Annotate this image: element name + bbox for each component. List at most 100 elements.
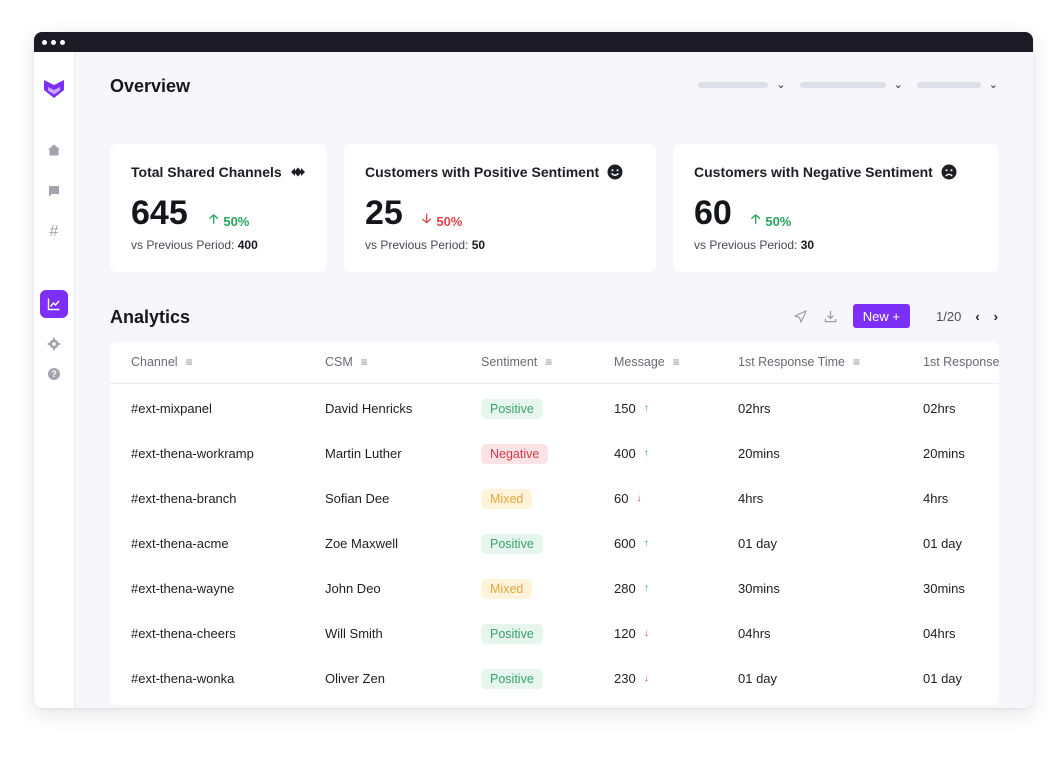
cell-message: 60 ↓: [614, 476, 641, 521]
table-row[interactable]: #ext-thena-wonka Oliver Zen Positive 230 ↓ 01…: [110, 656, 999, 701]
frown-icon: [941, 164, 957, 180]
column-header-channel[interactable]: Channel ≡: [131, 355, 193, 369]
app-window: # ? Overview ⌄ ⌄ ⌄ Total Shared Channels…: [34, 32, 1033, 708]
cell-csm: Sofian Dee: [325, 491, 390, 506]
cell-first-response: 04hrs: [923, 626, 956, 641]
cell-channel: #ext-thena-branch: [131, 491, 237, 506]
filter-bar: ⌄ ⌄ ⌄: [698, 78, 998, 91]
analytics-icon: [47, 298, 60, 311]
cell-first-response: 4hrs: [923, 491, 949, 506]
table-row[interactable]: #ext-thena-workramp Martin Luther Negative…: [110, 431, 999, 476]
arrow-up-icon: 🡡: [209, 211, 219, 226]
cell-first-response-time: 30mins: [738, 581, 780, 596]
sidebar-item-home[interactable]: [40, 136, 68, 164]
settings-icon: [47, 337, 61, 351]
cell-sentiment: Mixed: [481, 476, 533, 521]
window-titlebar: [34, 32, 1033, 52]
column-header-first-response-time[interactable]: 1st Response Time ≡: [738, 355, 861, 369]
sort-icon[interactable]: ≡: [185, 355, 193, 369]
arrow-up-icon: ↑: [643, 538, 649, 549]
cell-channel: #ext-thena-wonka: [131, 671, 235, 686]
table-header: Channel ≡ CSM ≡ Sentiment ≡ Message ≡ 1st Re…: [110, 342, 999, 384]
cell-message: 600 ↑: [614, 521, 649, 566]
cell-sentiment: Positive: [481, 611, 543, 656]
stat-card-positive-sentiment[interactable]: Customers with Positive Sentiment 25 🡣 5…: [344, 144, 656, 272]
cell-first-response: 01 day: [923, 536, 963, 551]
arrow-up-icon: ↑: [643, 403, 649, 414]
stat-card-total-shared-channels[interactable]: Total Shared Channels 645 🡡 50% vs Previ…: [110, 144, 327, 272]
cell-sentiment: Positive: [481, 521, 543, 566]
sort-icon[interactable]: ≡: [545, 355, 553, 369]
message-count: 280: [614, 581, 636, 596]
sentiment-badge: Positive: [481, 533, 543, 554]
column-header-csm[interactable]: CSM ≡: [325, 355, 368, 369]
new-button[interactable]: New +: [852, 304, 910, 328]
sentiment-badge: Positive: [481, 668, 543, 689]
cell-csm: Oliver Zen: [325, 671, 385, 686]
sidebar-item-analytics[interactable]: [40, 290, 68, 318]
sort-icon[interactable]: ≡: [672, 355, 680, 369]
cell-sentiment: Negative: [481, 431, 549, 476]
chevron-right-icon[interactable]: ›: [993, 308, 998, 324]
card-value: 60: [694, 194, 732, 232]
card-change: 🡡 50%: [751, 210, 791, 232]
cell-first-response-time: 04hrs: [738, 626, 771, 641]
cell-csm: Martin Luther: [325, 446, 402, 461]
sidebar-item-settings[interactable]: [40, 330, 68, 358]
window-dot[interactable]: [51, 39, 56, 45]
cell-first-response: 30mins: [923, 581, 965, 596]
table-row[interactable]: #ext-thena-acme Zoe Maxwell Positive 600 ↑ 01…: [110, 521, 999, 566]
table-row[interactable]: #ext-thena-wayne John Deo Mixed 280 ↑ 30mins 3…: [110, 566, 999, 611]
cell-sentiment: Mixed: [481, 566, 533, 611]
chevron-down-icon: ⌄: [893, 79, 903, 91]
cell-csm: Will Smith: [325, 626, 383, 641]
sentiment-badge: Mixed: [481, 578, 533, 599]
sidebar-item-help[interactable]: ?: [40, 360, 68, 388]
analytics-table: Channel ≡ CSM ≡ Sentiment ≡ Message ≡ 1st Re…: [110, 342, 999, 705]
download-icon[interactable]: [823, 308, 839, 324]
cell-message: 230 ↓: [614, 656, 649, 701]
cell-first-response: 02hrs: [923, 401, 956, 416]
pagination-indicator: 1/20: [936, 308, 962, 324]
sort-icon[interactable]: ≡: [360, 355, 368, 369]
arrow-down-icon: ↓: [636, 493, 642, 504]
cell-channel: #ext-mixpanel: [131, 401, 212, 416]
column-header-first-response[interactable]: 1st Response: [923, 355, 999, 369]
stat-card-negative-sentiment[interactable]: Customers with Negative Sentiment 60 🡡 5…: [673, 144, 998, 272]
chevron-left-icon[interactable]: ‹: [975, 308, 980, 324]
cell-message: 400 ↑: [614, 431, 649, 476]
arrow-up-icon: 🡡: [751, 211, 761, 226]
filter-dropdown[interactable]: ⌄: [916, 78, 998, 91]
send-icon[interactable]: [793, 308, 809, 324]
sidebar: # ?: [34, 52, 75, 708]
filter-dropdown[interactable]: ⌄: [698, 78, 786, 91]
cell-csm: John Deo: [325, 581, 381, 596]
column-header-sentiment[interactable]: Sentiment ≡: [481, 355, 553, 369]
table-row[interactable]: #ext-thena-branch Sofian Dee Mixed 60 ↓ 4hrs 4…: [110, 476, 999, 521]
arrow-down-icon: ↓: [643, 628, 649, 639]
sentiment-badge: Positive: [481, 398, 543, 419]
cell-channel: #ext-thena-workramp: [131, 446, 254, 461]
card-change: 🡡 50%: [209, 210, 249, 232]
card-change: 🡣 50%: [422, 210, 462, 232]
cell-channel: #ext-thena-cheers: [131, 626, 236, 641]
cell-first-response-time: 20mins: [738, 446, 780, 461]
message-count: 150: [614, 401, 636, 416]
table-row[interactable]: #ext-mixpanel David Henricks Positive 150 ↑ 0…: [110, 386, 999, 431]
sentiment-badge: Positive: [481, 623, 543, 644]
logo-icon[interactable]: [43, 78, 65, 100]
sort-icon[interactable]: ≡: [853, 355, 861, 369]
message-count: 120: [614, 626, 636, 641]
arrow-up-icon: ↑: [643, 583, 649, 594]
column-header-message[interactable]: Message ≡: [614, 355, 680, 369]
diamond-arrows-icon: [290, 167, 305, 177]
window-dot[interactable]: [42, 39, 47, 45]
table-row[interactable]: #ext-thena-cheers Will Smith Positive 120 ↓ 0…: [110, 611, 999, 656]
window-dot[interactable]: [60, 39, 65, 45]
cell-message: 280 ↑: [614, 566, 649, 611]
arrow-down-icon: ↓: [643, 673, 649, 684]
sidebar-item-messages[interactable]: [40, 177, 68, 205]
filter-dropdown[interactable]: ⌄: [799, 78, 903, 91]
sidebar-item-channels[interactable]: #: [40, 218, 68, 246]
card-previous-period: vs Previous Period: 30: [694, 238, 815, 252]
